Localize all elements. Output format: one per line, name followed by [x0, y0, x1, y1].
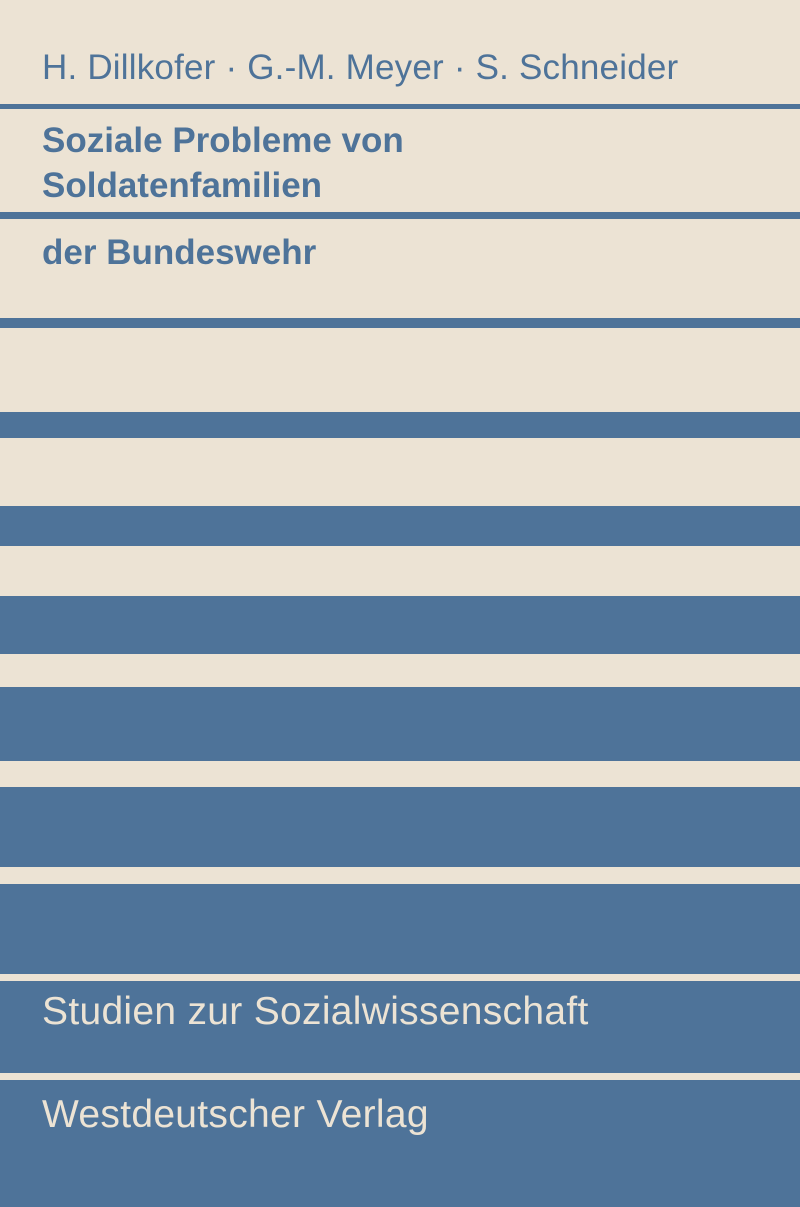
book-title: Soziale Probleme von Soldatenfamilien [42, 118, 404, 208]
stripe-2 [0, 212, 800, 219]
book-title-line-1: Soziale Probleme von [42, 121, 404, 160]
stripe-10 [0, 981, 800, 1073]
stripe-8 [0, 787, 800, 867]
stripe-6 [0, 596, 800, 654]
stripe-11 [0, 1080, 800, 1207]
stripe-1 [0, 104, 800, 109]
book-title-line-2: Soldatenfamilien [42, 166, 323, 205]
stripe-9 [0, 884, 800, 974]
stripe-4 [0, 412, 800, 438]
stripe-7 [0, 687, 800, 761]
stripe-5 [0, 506, 800, 546]
authors: H. Dillkofer · G.-M. Meyer · S. Schneide… [42, 48, 679, 87]
book-subtitle: der Bundeswehr [42, 233, 317, 272]
stripe-3 [0, 318, 800, 328]
publisher-name: Westdeutscher Verlag [42, 1093, 429, 1136]
series-title: Studien zur Sozialwissenschaft [42, 990, 589, 1033]
